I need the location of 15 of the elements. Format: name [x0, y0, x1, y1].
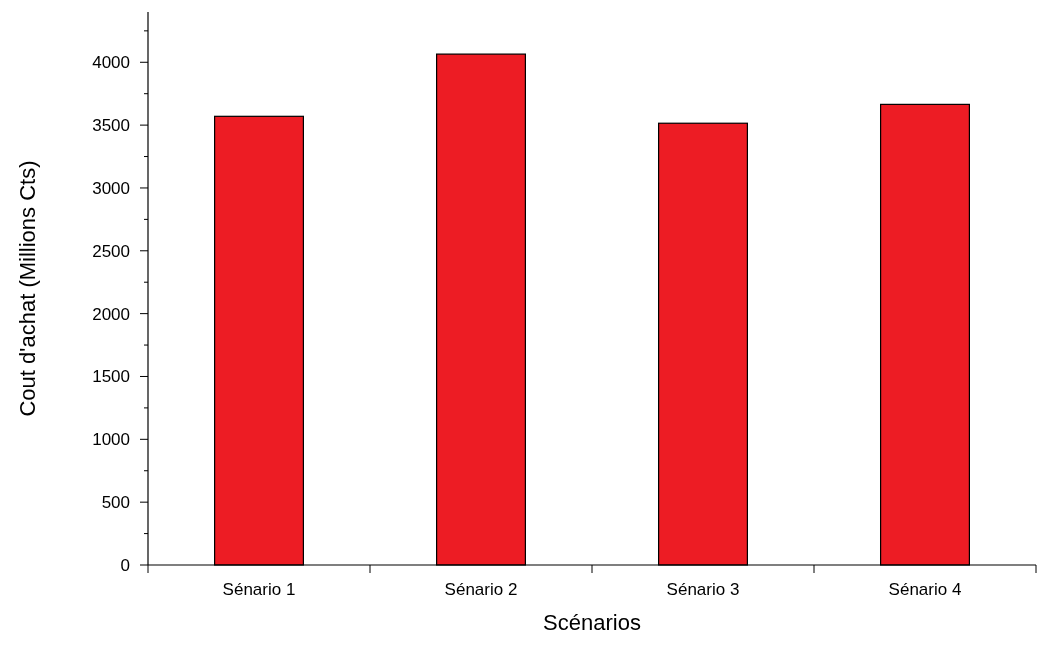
y-tick-label: 1000: [92, 430, 130, 450]
y-tick-label: 500: [101, 493, 130, 513]
y-tick-label: 3000: [92, 178, 130, 198]
x-tick-label: Sénario 2: [444, 580, 518, 599]
y-axis-title: Cout d'achat (Millions Cts): [15, 160, 40, 417]
x-tick-label: Sénario 1: [222, 580, 296, 599]
y-tick-label: 3500: [92, 116, 130, 136]
y-tick-label: 2000: [92, 304, 130, 324]
x-tick-label: Sénario 4: [888, 580, 962, 599]
x-axis-title: Scénarios: [543, 610, 641, 635]
x-tick-label: Sénario 3: [666, 580, 740, 599]
y-tick-label: 2500: [92, 241, 130, 261]
y-tick-label: 0: [120, 555, 130, 575]
y-tick-label: 1500: [92, 367, 130, 387]
y-tick-label: 4000: [92, 53, 130, 73]
